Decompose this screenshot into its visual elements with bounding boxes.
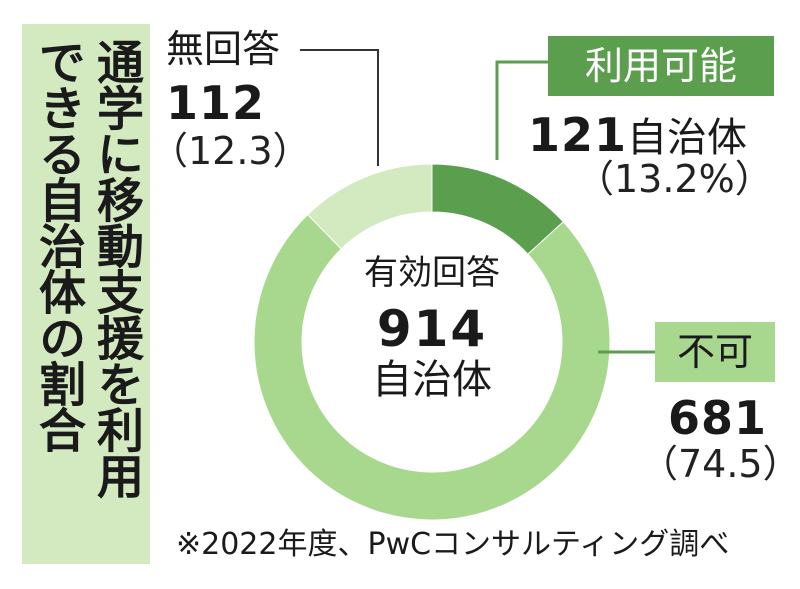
chart-title-line-1: 通学に移動支援を利用 [88, 38, 143, 498]
slice-label-available: 利用可能 [548, 36, 774, 96]
chart-title-line-2: できる自治体の割合 [30, 38, 85, 452]
source-note: ※2022年度、PwCコンサルティング調べ [176, 527, 730, 562]
slice-percent-available: （13.2%） [576, 157, 773, 201]
center-total: 914 [376, 300, 488, 358]
slice-percent-noanswer: （12.3） [150, 129, 311, 173]
title-panel: 通学に移動支援を利用 できる自治体の割合 [22, 24, 150, 564]
slice-percent-notpossible: （74.5） [640, 442, 800, 486]
slice-label-notpossible: 不可 [655, 322, 775, 382]
center-caption: 有効回答 [364, 253, 500, 293]
leader-line-available [495, 60, 548, 160]
leader-line-noanswer [300, 49, 379, 166]
slice-count-available-value: 121 [528, 108, 628, 162]
slice-count-noanswer: 112 [166, 76, 266, 130]
slice-noanswer [307, 163, 433, 250]
slice-count-available: 121自治体 [528, 112, 747, 158]
slice-count-available-unit: 自治体 [627, 115, 748, 161]
slice-label-noanswer: 無回答 [166, 27, 281, 71]
slice-notpossible [253, 213, 611, 521]
center-unit: 自治体 [372, 357, 492, 403]
slice-count-notpossible: 681 [668, 391, 768, 445]
